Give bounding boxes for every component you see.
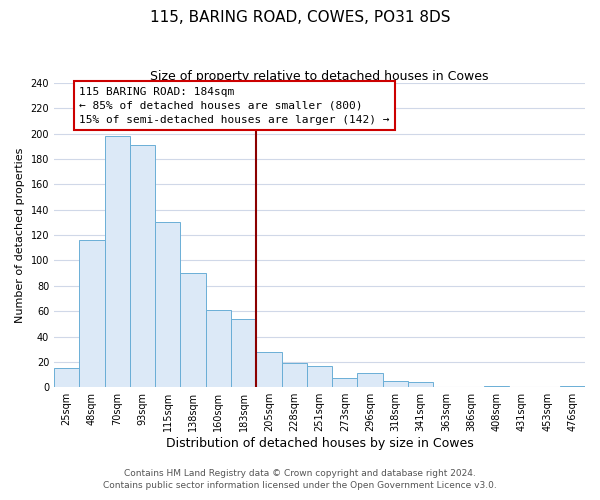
Bar — [206, 310, 231, 387]
Bar — [383, 381, 408, 387]
Text: 115, BARING ROAD, COWES, PO31 8DS: 115, BARING ROAD, COWES, PO31 8DS — [150, 10, 450, 25]
Text: 115 BARING ROAD: 184sqm
← 85% of detached houses are smaller (800)
15% of semi-d: 115 BARING ROAD: 184sqm ← 85% of detache… — [79, 87, 390, 125]
X-axis label: Distribution of detached houses by size in Cowes: Distribution of detached houses by size … — [166, 437, 473, 450]
Bar — [307, 366, 332, 387]
Bar — [281, 363, 307, 387]
Title: Size of property relative to detached houses in Cowes: Size of property relative to detached ho… — [150, 70, 489, 83]
Bar — [358, 374, 383, 387]
Bar — [231, 319, 256, 387]
Bar — [560, 386, 585, 387]
Y-axis label: Number of detached properties: Number of detached properties — [15, 148, 25, 323]
Bar — [155, 222, 181, 387]
Bar — [130, 145, 155, 387]
Bar — [484, 386, 509, 387]
Bar — [256, 352, 281, 387]
Bar — [79, 240, 104, 387]
Text: Contains HM Land Registry data © Crown copyright and database right 2024.
Contai: Contains HM Land Registry data © Crown c… — [103, 469, 497, 490]
Bar — [408, 382, 433, 387]
Bar — [332, 378, 358, 387]
Bar — [54, 368, 79, 387]
Bar — [104, 136, 130, 387]
Bar — [181, 273, 206, 387]
